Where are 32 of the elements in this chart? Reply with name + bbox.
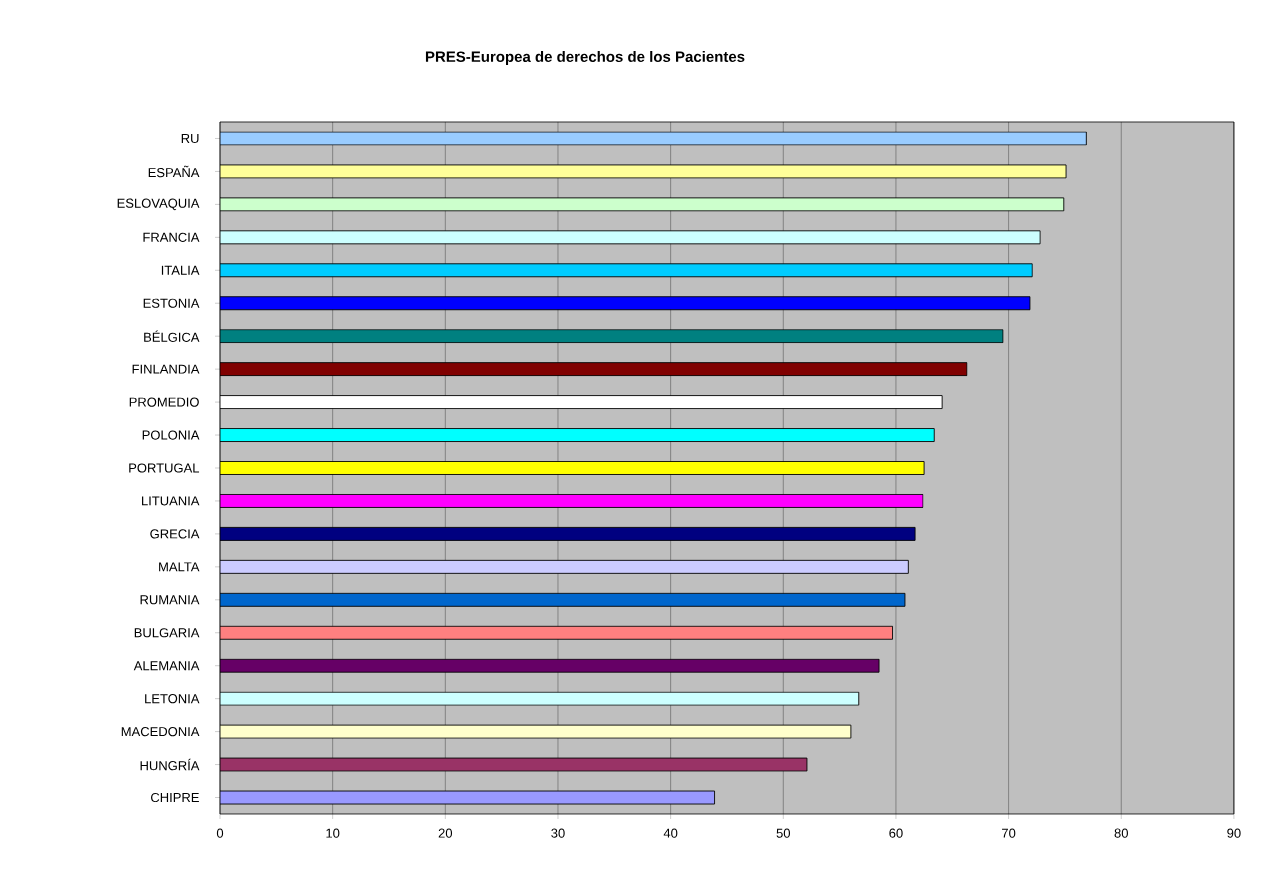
x-tick-label: 70 [1002,828,1016,838]
y-tick-label: FINLANDIA [132,364,200,374]
x-tick-label: 80 [1114,828,1128,838]
x-tick-label: 40 [663,828,678,838]
y-tick-label: MALTA [159,562,200,572]
x-tick-label: 60 [889,828,903,838]
x-tick-label: 90 [1227,828,1241,838]
y-tick-label: RUMANIA [140,595,200,605]
x-tick-label: 30 [551,828,565,838]
y-tick-label: GRECIA [150,529,200,539]
y-tick-label: PROMEDIO [129,397,199,407]
x-tick-label: 50 [776,828,791,838]
y-tick-label: FRANCIA [143,232,200,242]
y-tick-label: RU [181,133,199,144]
y-tick-label: ESTONIA [143,298,200,308]
y-tick-label: ESLOVAQUIA [117,198,200,211]
y-tick-label: ALEMANIA [133,661,200,671]
y-tick-label: CHIPRE [151,792,199,803]
y-tick-label: MACEDONIA [121,727,200,737]
y-tick-label: ITALIA [161,265,200,275]
chart-title: PRES-Europea de derechos de los Pacientes [425,50,745,65]
y-tick-label: BÉLGICA [144,330,200,342]
y-tick-label: BULGARIA [134,628,200,638]
x-tick-label: 10 [326,828,340,838]
y-tick-label: HUNGRÍA [140,758,200,771]
x-tick-label: 20 [438,828,453,838]
y-tick-label: LETONIA [145,694,200,704]
x-tick-label: 0 [216,828,224,838]
y-tick-label: PORTUGAL [129,463,200,473]
y-tick-label: LITUANIA [142,496,200,506]
y-tick-label: POLONIA [142,430,200,440]
y-tick-label: ESPAÑA [148,165,200,178]
